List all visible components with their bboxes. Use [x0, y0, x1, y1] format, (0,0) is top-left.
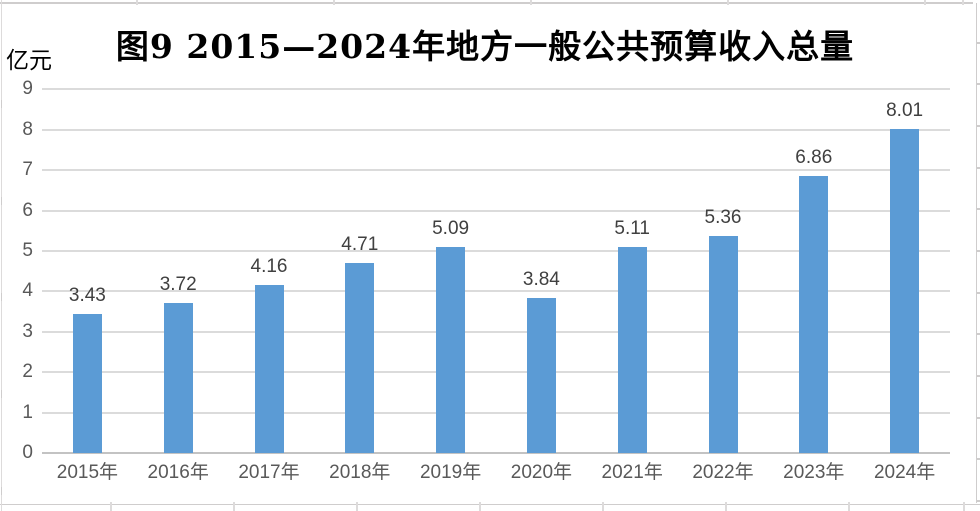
- gridline: [42, 371, 950, 374]
- bar-data-label: 5.11: [614, 217, 650, 239]
- sheet-gridline-top: [0, 2, 973, 4]
- sheet-gridline-stub: [848, 502, 850, 511]
- bar-data-label: 8.01: [886, 100, 924, 122]
- sheet-gridline-tick: [976, 250, 980, 252]
- sheet-gridline-tick: [976, 333, 980, 335]
- y-axis-tick-label: 7: [22, 159, 33, 181]
- gridline: [42, 330, 950, 333]
- gridline: [42, 128, 950, 131]
- sheet-gridline-tick: [976, 167, 980, 169]
- y-axis-unit-label: 亿元: [6, 48, 52, 74]
- x-axis-category-label: 2019年: [419, 462, 482, 483]
- y-axis-tick-label: 0: [22, 442, 33, 463]
- x-axis-category-label: 2022年: [692, 462, 754, 483]
- sheet-gridline-stub: [963, 502, 965, 511]
- sheet-gridline-tick: [976, 125, 980, 127]
- bar: [345, 262, 375, 453]
- sheet-gridline-bottom: [0, 503, 980, 505]
- sheet-gridline-tick: [976, 375, 980, 377]
- x-axis-category-label: 2020年: [510, 462, 573, 483]
- sheet-gridline-stub: [725, 502, 727, 511]
- sheet-gridline-tick: [0, 197, 2, 205]
- x-axis-category-label: 2021年: [601, 462, 663, 483]
- sheet-gridline-tick: [976, 458, 980, 460]
- gridline: [42, 209, 950, 212]
- sheet-gridline-tick: [976, 500, 980, 502]
- sheet-gridline-stub: [356, 502, 358, 511]
- sheet-gridline-right: [975, 3, 977, 503]
- sheet-gridline-tick: [976, 83, 980, 85]
- sheet-gridline-tick: [976, 42, 980, 44]
- gridline: [42, 88, 950, 91]
- sheet-gridline-stub: [479, 502, 481, 511]
- x-axis-category-label: 2024年: [873, 462, 936, 483]
- gridline: [42, 411, 950, 414]
- x-axis-category-label: 2023年: [783, 462, 845, 483]
- bar-data-label: 3.43: [68, 285, 106, 307]
- sheet-gridline-stub: [530, 0, 532, 5]
- x-axis-category-label: 2018年: [329, 462, 391, 483]
- sheet-gridline-stub: [924, 0, 926, 5]
- gridline: [42, 250, 950, 252]
- bar: [163, 302, 193, 453]
- y-axis-tick-label: 2: [22, 361, 33, 383]
- x-axis-category-label: 2016年: [147, 462, 209, 483]
- sheet-gridline-stub: [962, 0, 964, 5]
- y-axis-tick-label: 4: [22, 280, 33, 302]
- y-axis-tick-label: 1: [22, 401, 33, 423]
- y-axis-tick-label: 8: [22, 118, 33, 140]
- chart-title: 图9 2015—2024年地方一般公共预算收入总量: [115, 27, 855, 66]
- bar-data-label: 4.16: [250, 255, 288, 277]
- y-axis-tick-label: 5: [22, 240, 33, 261]
- sheet-gridline-stub: [110, 502, 112, 511]
- y-axis-tick-label: 3: [22, 320, 33, 342]
- sheet-gridline-tick: [976, 417, 980, 419]
- y-axis-tick-label: 6: [22, 199, 33, 221]
- bar-data-label: 3.72: [159, 273, 197, 295]
- bar: [890, 129, 920, 453]
- gridline: [42, 169, 950, 172]
- bar: [436, 247, 466, 453]
- sheet-gridline-tick: [976, 292, 980, 294]
- sheet-gridline-tick: [0, 390, 2, 398]
- sheet-gridline-tick: [0, 487, 2, 495]
- bar-data-label: 5.09: [432, 218, 470, 240]
- bar: [799, 175, 829, 453]
- sheet-gridline-stub: [333, 0, 335, 5]
- sheet-gridline-stub: [233, 502, 235, 511]
- sheet-gridline-left: [1, 0, 2, 511]
- bar: [72, 314, 102, 453]
- bar-data-label: 4.71: [341, 233, 379, 255]
- x-axis-line: [42, 452, 950, 454]
- bar-data-label: 3.84: [522, 268, 560, 290]
- bar-data-label: 5.36: [704, 207, 742, 229]
- bar-data-label: 6.86: [795, 146, 833, 168]
- sheet-gridline-tick: [0, 100, 2, 108]
- sheet-gridline-stub: [727, 0, 729, 5]
- x-axis-category-label: 2017年: [238, 462, 300, 483]
- bar: [708, 236, 738, 453]
- gridline: [42, 290, 950, 293]
- sheet-gridline-tick: [976, 208, 980, 210]
- sheet-gridline-stub: [602, 502, 604, 511]
- x-axis-category-label: 2015年: [56, 462, 119, 483]
- bar: [254, 284, 284, 453]
- sheet-gridline-stub: [136, 0, 138, 5]
- bar: [526, 297, 556, 453]
- bar: [617, 246, 647, 453]
- sheet-gridline-tick: [0, 293, 2, 301]
- y-axis-tick-label: 9: [22, 78, 33, 100]
